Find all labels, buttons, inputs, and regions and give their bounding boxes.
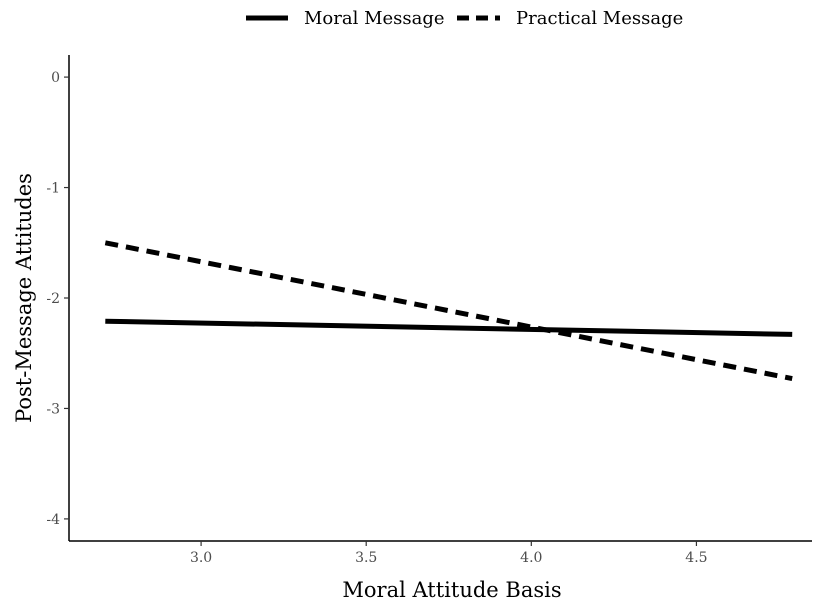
- y-axis-ticks: 0 -1 -2 -3 -4: [46, 70, 69, 528]
- series-line-moral-message: [105, 318, 793, 337]
- y-tick-label: 0: [51, 70, 60, 86]
- y-tick-label: -4: [46, 512, 60, 528]
- x-axis-title: Moral Attitude Basis: [342, 578, 561, 602]
- x-axis-ticks: 3.0 3.5 4.0 4.5: [190, 541, 708, 566]
- x-tick-label: 3.5: [355, 550, 377, 566]
- legend: Moral Message Practical Message: [246, 8, 683, 29]
- y-tick-label: -1: [46, 181, 60, 197]
- y-tick-label: -2: [46, 291, 60, 307]
- series-line-practical-message: [104, 240, 793, 382]
- y-tick-label: -3: [46, 401, 60, 417]
- series-layer: [104, 240, 793, 382]
- legend-label-practical-message: Practical Message: [516, 8, 683, 29]
- x-tick-label: 4.0: [520, 550, 542, 566]
- x-tick-label: 4.5: [685, 550, 707, 566]
- x-tick-label: 3.0: [190, 550, 212, 566]
- legend-label-moral-message: Moral Message: [304, 8, 445, 29]
- y-axis-title: Post-Message Attitudes: [12, 173, 36, 423]
